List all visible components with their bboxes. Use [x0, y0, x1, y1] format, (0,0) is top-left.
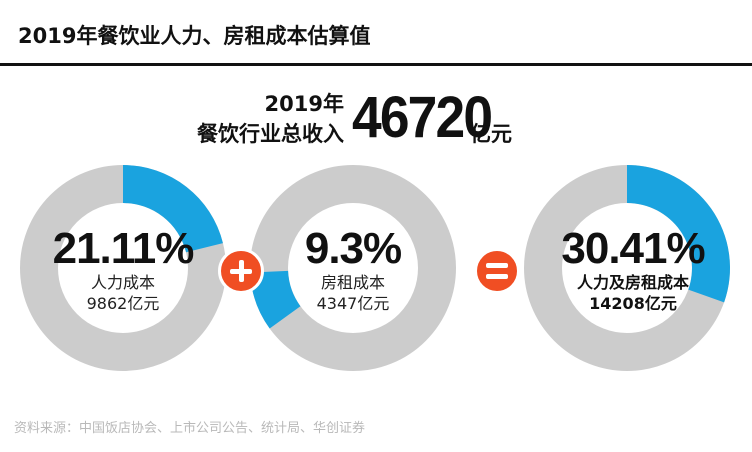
headline-unit: 亿元	[470, 122, 512, 146]
donut-total-segment	[627, 165, 730, 303]
equals-icon	[474, 248, 520, 294]
donut-labor-percent: 21.11%	[52, 224, 195, 273]
donut-rent-segment	[250, 270, 301, 329]
donut-total-percent: 30.41%	[561, 224, 705, 273]
donut-rent-percent: 9.3%	[304, 224, 402, 273]
donut-labor-segment	[123, 165, 223, 253]
donut-rent-amount: 4347亿元	[316, 294, 390, 313]
headline: 2019年 餐饮行业总收入 46720 亿元	[197, 84, 562, 154]
donut-rent-label: 房租成本	[320, 273, 385, 292]
page-title: 2019年餐饮业人力、房租成本估算值	[18, 24, 371, 48]
title-divider	[0, 63, 752, 66]
donut-rent-text: 9.3% 房租成本 4347亿元	[268, 226, 438, 314]
headline-label: 餐饮行业总收入	[197, 122, 344, 146]
donut-labor-amount: 9862亿元	[86, 294, 160, 313]
donut-total-text: 30.41% 人力及房租成本 14208亿元	[548, 226, 718, 314]
donut-labor-label: 人力成本	[90, 273, 155, 292]
donut-total-label: 人力及房租成本	[576, 273, 689, 292]
donut-labor-text: 21.11% 人力成本 9862亿元	[38, 226, 208, 314]
headline-year: 2019年	[264, 92, 344, 116]
headline-total-revenue: 46720	[352, 85, 493, 150]
donut-rent-track	[250, 165, 456, 371]
source-note: 资料来源：中国饭店协会、上市公司公告、统计局、华创证券	[14, 421, 366, 436]
donut-total-amount: 14208亿元	[589, 294, 677, 313]
plus-icon	[218, 248, 264, 294]
